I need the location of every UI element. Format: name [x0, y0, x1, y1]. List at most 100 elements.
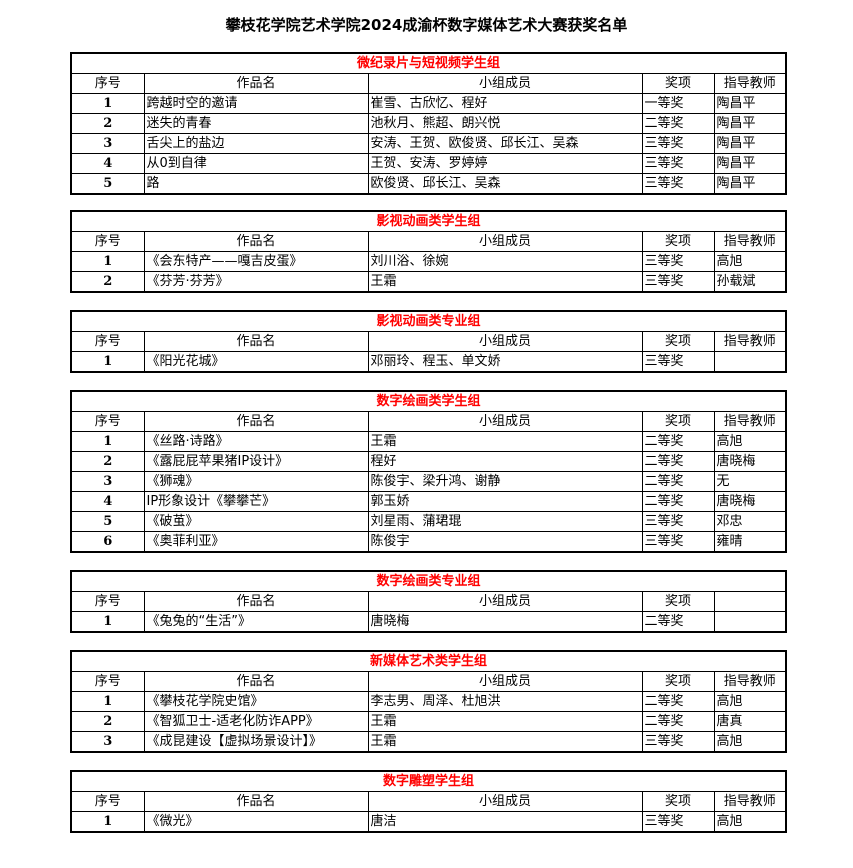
- cell-work-title: 《丝路·诗路》: [143, 431, 369, 452]
- cell-members: 欧俊贤、邱长江、吴森: [367, 173, 643, 195]
- header-index: 序号: [70, 411, 145, 432]
- table-row: 1 《丝路·诗路》 王霜 二等奖 高旭: [70, 431, 787, 452]
- cell-work-title: 《狮魂》: [143, 471, 369, 492]
- cell-index: 2: [70, 451, 145, 472]
- cell-index: 3: [70, 133, 145, 154]
- cell-work-title: 《会东特产——嘎吉皮蛋》: [143, 251, 369, 272]
- cell-award: 二等奖: [641, 431, 715, 452]
- cell-index: 4: [70, 491, 145, 512]
- cell-work-title: 《破茧》: [143, 511, 369, 532]
- cell-index: 1: [70, 251, 145, 272]
- cell-advisor: 唐真: [713, 711, 787, 732]
- table-row: 2 迷失的青春 池秋月、熊超、朗兴悦 二等奖 陶昌平: [70, 113, 787, 134]
- cell-work-title: 《奥菲利亚》: [143, 531, 369, 553]
- cell-members: 王霜: [367, 271, 643, 293]
- header-row: 序号 作品名 小组成员 奖项 指导教师: [70, 231, 787, 252]
- table-row: 1 《阳光花城》 邓丽玲、程玉、单文娇 三等奖: [70, 351, 787, 373]
- header-work-title: 作品名: [143, 331, 369, 352]
- cell-advisor: 高旭: [713, 731, 787, 753]
- cell-advisor: 陶昌平: [713, 153, 787, 174]
- cell-advisor: 邓忠: [713, 511, 787, 532]
- cell-members: 池秋月、熊超、朗兴悦: [367, 113, 643, 134]
- cell-members: 李志男、周泽、杜旭洪: [367, 691, 643, 712]
- cell-advisor: 陶昌平: [713, 93, 787, 114]
- cell-work-title: 跨越时空的邀请: [143, 93, 369, 114]
- header-advisor: 指导教师: [713, 231, 787, 252]
- award-table: 微纪录片与短视频学生组 序号 作品名 小组成员 奖项 指导教师 1 跨越时空的邀请 崔雪、古欣忆…: [70, 52, 788, 195]
- header-advisor: 指导教师: [713, 331, 787, 352]
- cell-members: 王贺、安涛、罗婷婷: [367, 153, 643, 174]
- cell-award: 二等奖: [641, 451, 715, 472]
- table-row: 1 《兔兔的“生活”》 唐晓梅 二等奖: [70, 611, 787, 633]
- table-row: 1 《微光》 唐洁 三等奖 高旭: [70, 811, 787, 833]
- cell-index: 1: [70, 431, 145, 452]
- header-row: 序号 作品名 小组成员 奖项 指导教师: [70, 73, 787, 94]
- cell-award: 三等奖: [641, 251, 715, 272]
- header-award: 奖项: [641, 411, 715, 432]
- header-work-title: 作品名: [143, 591, 369, 612]
- header-row: 序号 作品名 小组成员 奖项: [70, 591, 787, 612]
- table-row: 2 《露屁屁苹果猪IP设计》 程好 二等奖 唐晓梅: [70, 451, 787, 472]
- header-award: 奖项: [641, 591, 715, 612]
- table-row: 5 路欧俊贤、邱长江、吴森 三等奖 陶昌平: [70, 173, 787, 195]
- cell-award: 三等奖: [641, 731, 715, 753]
- header-work-title: 作品名: [143, 411, 369, 432]
- table-row: 5 《破茧》 刘星雨、蒲珺琨 三等奖 邓忠: [70, 511, 787, 532]
- cell-advisor: 陶昌平: [713, 113, 787, 134]
- cell-index: 1: [70, 351, 145, 373]
- header-index: 序号: [70, 231, 145, 252]
- cell-index: 2: [70, 113, 145, 134]
- cell-advisor: 无: [713, 471, 787, 492]
- award-table: 影视动画类学生组 序号 作品名 小组成员 奖项 指导教师 1 《会东特产——嘎吉皮蛋》 刘川浴、…: [70, 210, 788, 293]
- group-title: 影视动画类专业组: [70, 310, 787, 332]
- header-members: 小组成员: [367, 73, 643, 94]
- cell-members: 王霜: [367, 731, 643, 753]
- cell-index: 6: [70, 531, 145, 553]
- cell-members: 陈俊宇: [367, 531, 643, 553]
- cell-work-title: 《成昆建设【虚拟场景设计】》: [143, 731, 369, 753]
- cell-advisor: [713, 351, 787, 373]
- header-index: 序号: [70, 791, 145, 812]
- table-row: 4 IP形象设计《攀攀芒》 郭玉娇 二等奖 唐晓梅: [70, 491, 787, 512]
- header-award: 奖项: [641, 331, 715, 352]
- cell-work-title: 《兔兔的“生活”》: [143, 611, 369, 633]
- cell-advisor: 高旭: [713, 811, 787, 833]
- cell-award: 三等奖: [641, 351, 715, 373]
- table-row: 3 《狮魂》 陈俊宇、梁升鸿、谢静 二等奖无: [70, 471, 787, 492]
- cell-work-title: 《阳光花城》: [143, 351, 369, 373]
- cell-award: 三等奖: [641, 531, 715, 553]
- table-row: 1 《攀枝花学院史馆》 李志男、周泽、杜旭洪 二等奖 高旭: [70, 691, 787, 712]
- cell-index: 1: [70, 611, 145, 633]
- header-row: 序号 作品名 小组成员 奖项 指导教师: [70, 791, 787, 812]
- header-work-title: 作品名: [143, 671, 369, 692]
- cell-members: 王霜: [367, 431, 643, 452]
- cell-advisor: 孙载斌: [713, 271, 787, 293]
- cell-work-title: 舌尖上的盐边: [143, 133, 369, 154]
- header-row: 序号 作品名 小组成员 奖项 指导教师: [70, 411, 787, 432]
- cell-index: 1: [70, 93, 145, 114]
- group-title: 数字雕塑学生组: [70, 770, 787, 792]
- cell-advisor: 高旭: [713, 251, 787, 272]
- cell-work-title: 《芬芳·芬芳》: [143, 271, 369, 293]
- page-title: 攀枝花学院艺术学院2024成渝杯数字媒体艺术大赛获奖名单: [225, 16, 628, 34]
- cell-work-title: 《智狐卫士-适老化防诈APP》: [143, 711, 369, 732]
- cell-work-title: 从0到自律: [143, 153, 369, 174]
- table-row: 2 《智狐卫士-适老化防诈APP》 王霜 二等奖 唐真: [70, 711, 787, 732]
- table-row: 6 《奥菲利亚》 陈俊宇 三等奖 雍晴: [70, 531, 787, 553]
- cell-advisor: 唐晓梅: [713, 491, 787, 512]
- cell-members: 郭玉娇: [367, 491, 643, 512]
- header-work-title: 作品名: [143, 231, 369, 252]
- header-index: 序号: [70, 331, 145, 352]
- cell-award: 三等奖: [641, 271, 715, 293]
- group-title: 影视动画类学生组: [70, 210, 787, 232]
- award-table: 数字雕塑学生组 序号 作品名 小组成员 奖项 指导教师 1 《微光》 唐洁 三等奖 高旭: [70, 770, 788, 833]
- cell-index: 2: [70, 271, 145, 293]
- cell-index: 1: [70, 691, 145, 712]
- cell-award: 三等奖: [641, 133, 715, 154]
- award-table: 影视动画类专业组 序号 作品名 小组成员 奖项 指导教师 1 《阳光花城》 邓丽玲、程玉、单文娇…: [70, 310, 788, 373]
- cell-award: 二等奖: [641, 611, 715, 633]
- table-row: 2 《芬芳·芬芳》 王霜 三等奖 孙载斌: [70, 271, 787, 293]
- cell-members: 程好: [367, 451, 643, 472]
- cell-work-title: 《微光》: [143, 811, 369, 833]
- header-work-title: 作品名: [143, 791, 369, 812]
